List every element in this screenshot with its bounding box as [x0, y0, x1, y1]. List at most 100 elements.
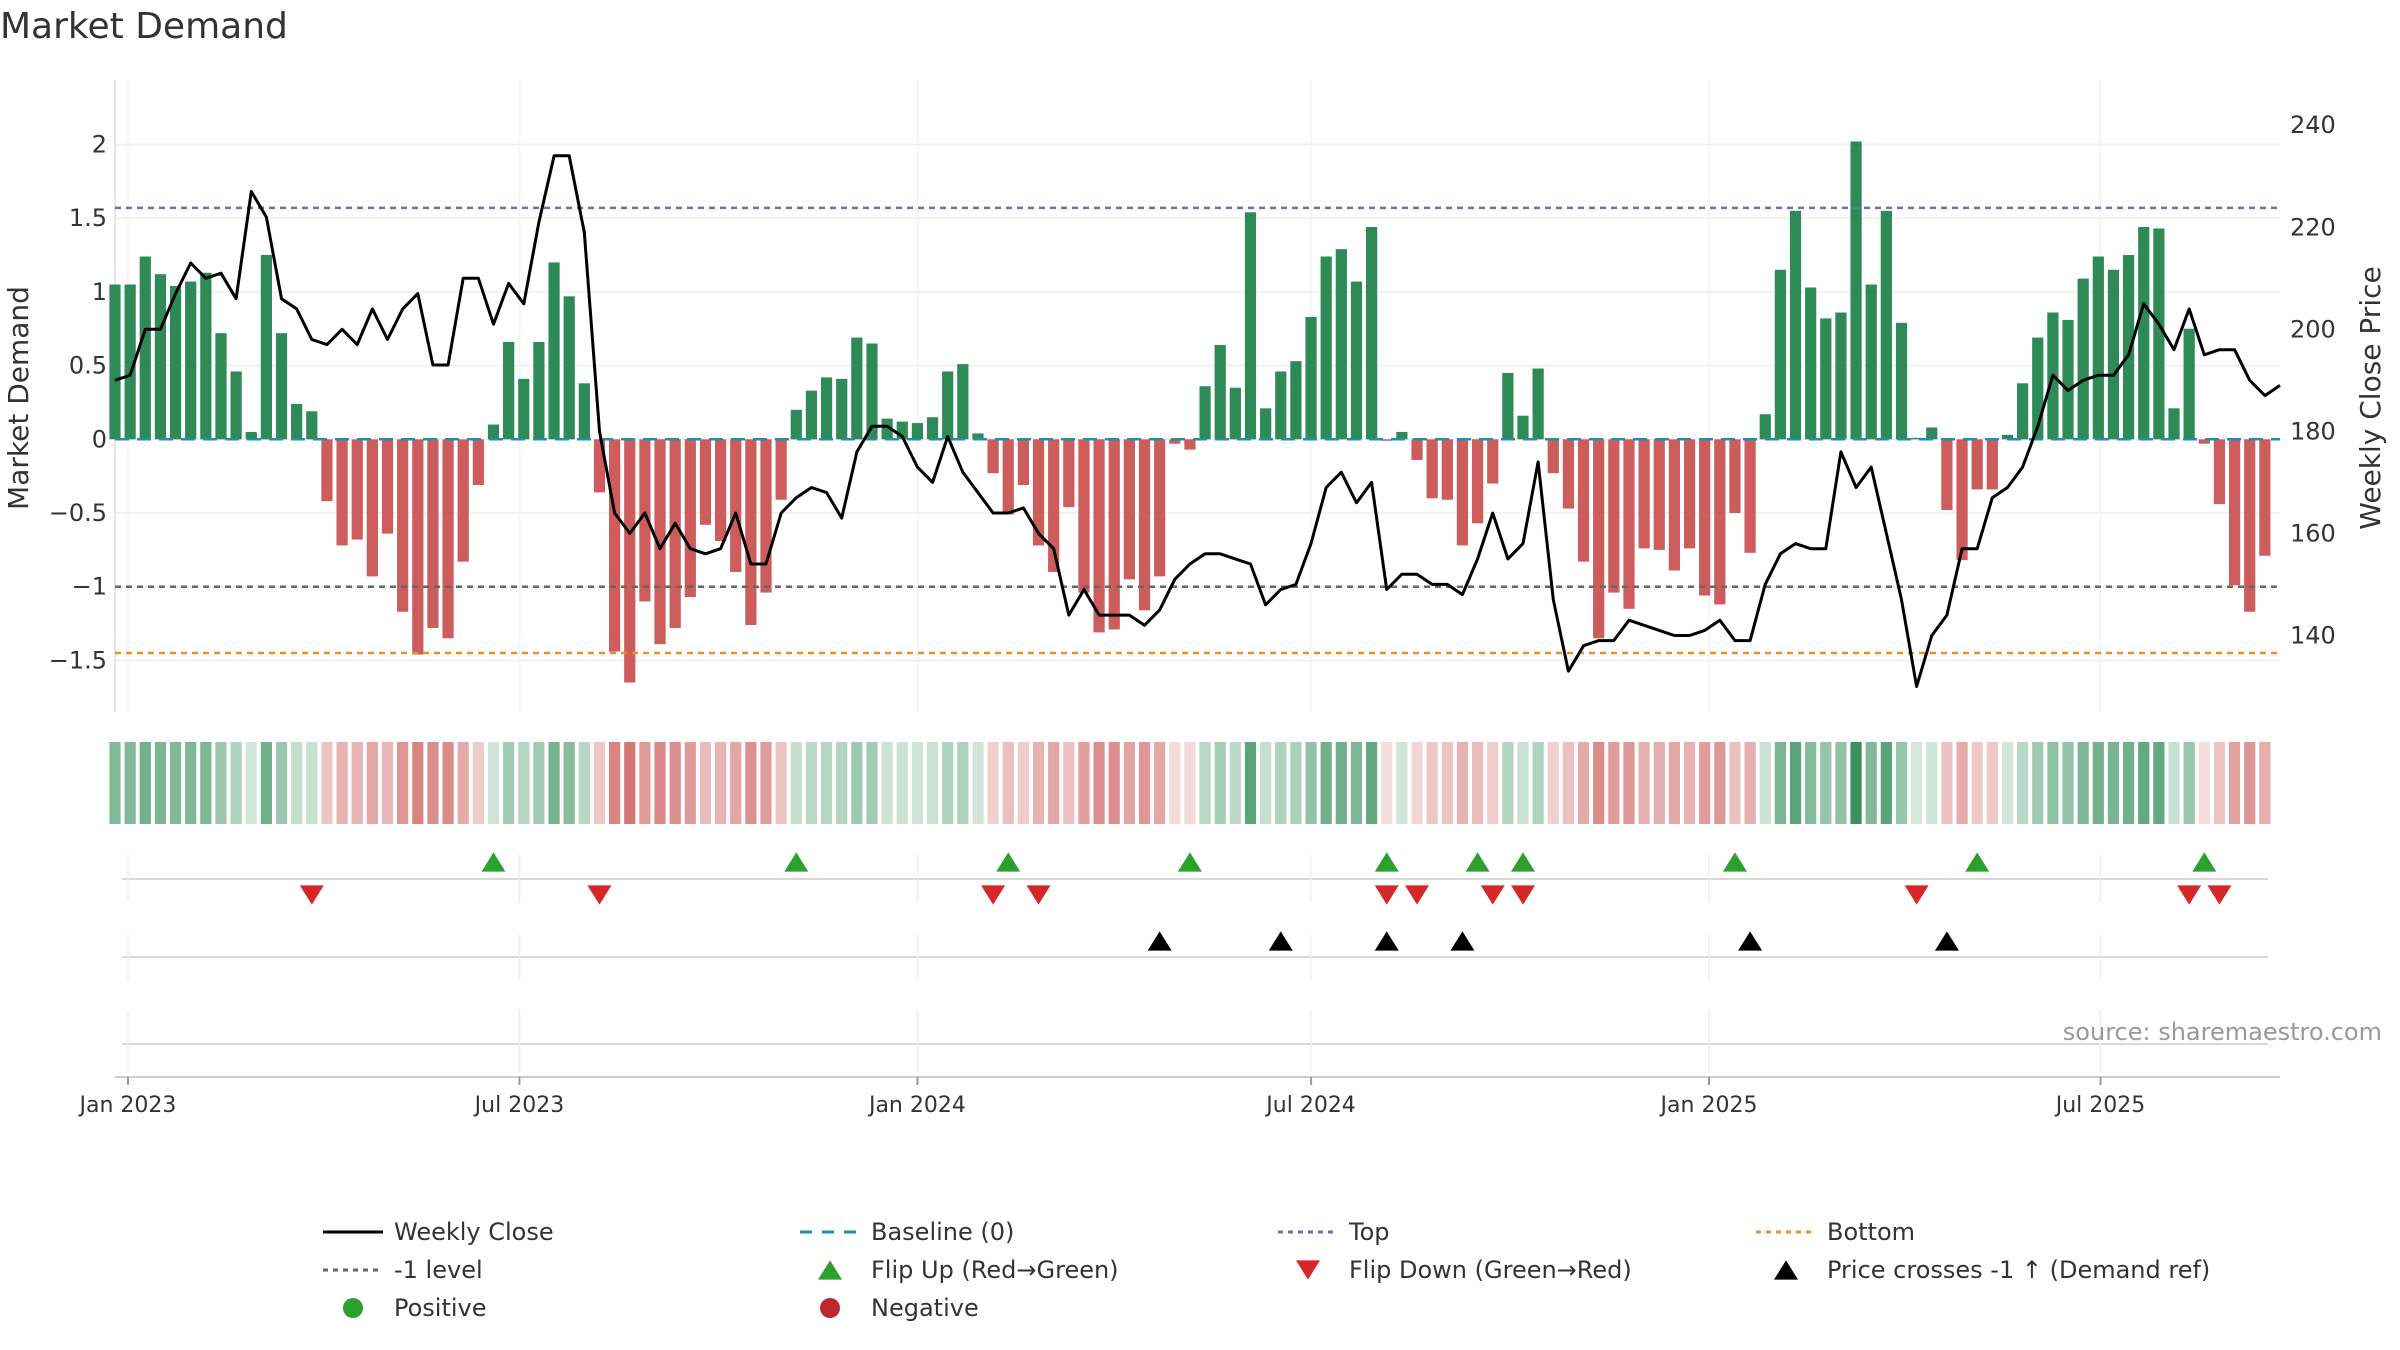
strip-cell [1895, 742, 1908, 824]
demand-bar [2092, 256, 2104, 440]
strip-cell [926, 742, 939, 824]
demand-bar [169, 285, 182, 440]
demand-bar [1063, 439, 1075, 508]
reference-levels [115, 206, 2280, 655]
demand-bar [2077, 278, 2089, 440]
legend-label: Negative [871, 1294, 979, 1322]
strip-cell [245, 742, 257, 824]
strip-cell [381, 742, 394, 824]
legend-label: Flip Up (Red→Green) [871, 1256, 1119, 1284]
left-tick-label: 2 [92, 130, 107, 158]
demand-bar [684, 439, 696, 598]
flip-down-marker [2177, 885, 2202, 905]
strip-cell [2213, 742, 2226, 824]
demand-heat-strip [109, 742, 2271, 824]
demand-bar [518, 378, 530, 440]
right-tick-label: 140 [2290, 621, 2336, 649]
legend-item: Baseline (0) [800, 1218, 1014, 1246]
demand-bar [714, 439, 727, 542]
strip-cell [1426, 742, 1438, 824]
flip-up-marker [1177, 852, 1202, 872]
strip-cell [124, 742, 136, 824]
chart-legend: Weekly Close Baseline (0) Top Bottom -1 leve… [323, 1218, 2210, 1322]
strip-cell [1305, 742, 1317, 824]
demand-bar [1366, 227, 1378, 440]
demand-bar [1335, 249, 1347, 440]
legend-label: Bottom [1827, 1218, 1915, 1246]
strip-cell [1668, 742, 1681, 824]
flip-up-marker [784, 852, 809, 872]
strip-cell [1911, 742, 1923, 824]
flip-up-marker [1511, 852, 1536, 872]
legend-item: Price crosses -1 ↑ (Demand ref) [1774, 1256, 2210, 1284]
demand-bar [926, 417, 939, 440]
demand-bar [2017, 383, 2029, 440]
demand-bar [1078, 439, 1090, 593]
x-tick-label: Jul 2025 [2054, 1093, 2146, 1118]
strip-cell [185, 742, 197, 824]
strip-cell [1396, 742, 1408, 824]
strip-cell [2107, 742, 2120, 824]
demand-bar [1032, 439, 1045, 546]
strip-cell [760, 742, 772, 824]
strip-cell [1411, 742, 1423, 824]
strip-cell [1048, 742, 1060, 824]
legend-swatch [818, 1260, 842, 1280]
strip-cell [169, 742, 182, 824]
legend-label: Flip Down (Green→Red) [1349, 1256, 1632, 1284]
strip-cell [1850, 742, 1862, 824]
strip-cell [427, 742, 439, 824]
strip-cell [1138, 742, 1151, 824]
strip-cell [1123, 742, 1135, 824]
strip-cell [1547, 742, 1559, 824]
demand-bar [1986, 439, 1998, 490]
strip-cell [2198, 742, 2210, 824]
legend-label: Top [1348, 1218, 1390, 1246]
price-cross-marker [1450, 931, 1475, 951]
demand-bar [1199, 386, 1211, 440]
strip-cell [442, 742, 454, 824]
demand-bar [1456, 439, 1469, 546]
strip-cell [2062, 742, 2074, 824]
demand-bar [139, 256, 151, 440]
right-tick-label: 160 [2290, 519, 2336, 547]
demand-bar [1789, 210, 1802, 440]
demand-bar [1577, 439, 1590, 562]
flip-down-marker [2207, 885, 2232, 905]
strip-cell [397, 742, 409, 824]
strip-cell [1366, 742, 1378, 824]
demand-bar [487, 424, 500, 440]
strip-cell [351, 742, 363, 824]
demand-bar [2001, 434, 2014, 440]
demand-bar [1926, 427, 1938, 440]
flip-down-marker [299, 885, 324, 905]
strip-cell [1456, 742, 1469, 824]
demand-bar [2168, 408, 2180, 440]
strip-cell [2077, 742, 2089, 824]
x-tick-label: Jan 2023 [78, 1093, 177, 1118]
demand-bar [1002, 439, 1014, 515]
strip-cell [139, 742, 151, 824]
x-tick-label: Jan 2025 [1659, 1093, 1758, 1118]
strip-cell [1244, 742, 1257, 824]
flip-down-marker [587, 885, 612, 905]
demand-bar [1805, 287, 1817, 440]
right-tick-label: 240 [2290, 111, 2336, 139]
strip-cell [987, 742, 999, 824]
demand-bar [503, 342, 515, 440]
legend-swatch [1296, 1260, 1320, 1280]
strip-cell [1623, 742, 1635, 824]
x-tick-label: Jul 2023 [473, 1093, 565, 1118]
demand-bar [669, 439, 681, 628]
demand-bar [2198, 439, 2210, 444]
demand-bar [230, 371, 242, 440]
demand-bar [790, 409, 802, 440]
x-tick-label: Jul 2024 [1264, 1093, 1356, 1118]
demand-bar [957, 364, 969, 440]
demand-bar [442, 439, 454, 639]
flip-up-marker [1965, 852, 1990, 872]
demand-bar [2153, 228, 2165, 440]
strip-cell [1214, 742, 1226, 824]
demand-bar [2107, 269, 2120, 440]
demand-bar [336, 439, 348, 546]
